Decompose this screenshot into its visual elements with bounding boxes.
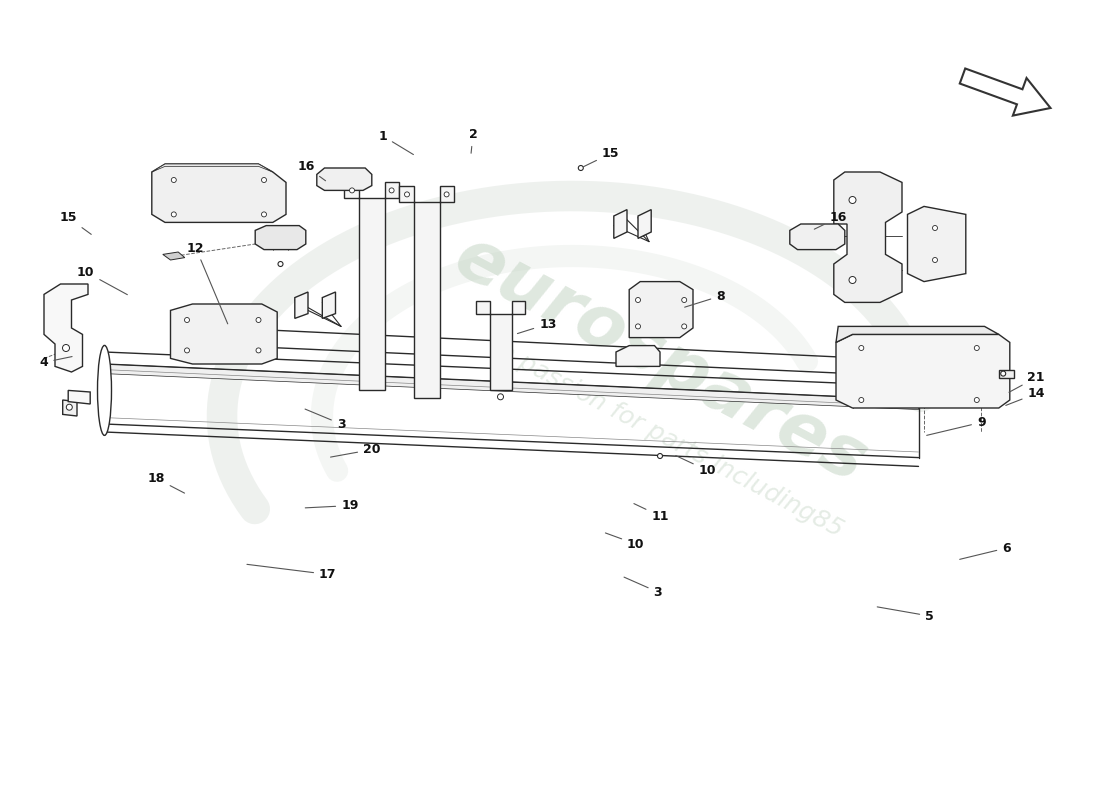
Ellipse shape [579, 166, 583, 170]
Ellipse shape [185, 318, 189, 322]
Text: 10: 10 [605, 533, 645, 550]
Ellipse shape [405, 192, 409, 197]
Ellipse shape [682, 324, 686, 329]
Ellipse shape [350, 188, 354, 193]
Text: 2: 2 [469, 128, 477, 154]
Text: 16: 16 [297, 160, 326, 181]
Polygon shape [63, 400, 77, 416]
Text: eurospares: eurospares [442, 222, 878, 498]
Polygon shape [163, 252, 185, 260]
Polygon shape [908, 206, 966, 282]
Text: 10: 10 [77, 266, 128, 294]
Ellipse shape [859, 398, 864, 402]
Text: 14: 14 [1005, 387, 1045, 406]
Text: 20: 20 [330, 443, 381, 457]
Ellipse shape [278, 262, 283, 266]
Ellipse shape [682, 298, 686, 302]
Ellipse shape [933, 226, 937, 230]
Text: 3: 3 [624, 577, 662, 598]
Polygon shape [629, 282, 693, 338]
Text: 3: 3 [305, 409, 345, 430]
Text: 6: 6 [959, 542, 1011, 559]
Polygon shape [616, 346, 660, 366]
Ellipse shape [849, 277, 856, 283]
Ellipse shape [185, 348, 189, 353]
Ellipse shape [262, 212, 266, 217]
Polygon shape [104, 364, 918, 410]
Polygon shape [322, 292, 335, 318]
Ellipse shape [66, 404, 73, 410]
Text: 13: 13 [517, 318, 557, 334]
Text: 10: 10 [675, 455, 716, 477]
Ellipse shape [636, 324, 640, 329]
Polygon shape [68, 390, 90, 404]
Ellipse shape [975, 398, 979, 402]
Ellipse shape [859, 346, 864, 350]
Text: 11: 11 [634, 503, 669, 522]
Ellipse shape [1001, 371, 1005, 376]
Polygon shape [836, 334, 1010, 408]
Polygon shape [152, 164, 286, 222]
Polygon shape [399, 186, 454, 398]
Ellipse shape [262, 178, 266, 182]
Ellipse shape [98, 346, 111, 435]
Text: 9: 9 [926, 416, 986, 435]
Text: 15: 15 [583, 147, 619, 166]
Ellipse shape [658, 454, 662, 458]
Text: 15: 15 [59, 211, 91, 234]
Text: a passion for parts including85: a passion for parts including85 [495, 338, 847, 542]
Polygon shape [255, 226, 306, 250]
Polygon shape [344, 182, 399, 390]
Ellipse shape [636, 298, 640, 302]
Ellipse shape [172, 178, 176, 182]
Text: 5: 5 [877, 607, 934, 622]
Polygon shape [317, 168, 372, 190]
Ellipse shape [256, 348, 261, 353]
Polygon shape [638, 210, 651, 238]
Text: 17: 17 [248, 564, 337, 581]
Polygon shape [790, 224, 845, 250]
Polygon shape [152, 164, 273, 172]
Polygon shape [44, 284, 88, 372]
Text: 19: 19 [306, 499, 359, 512]
Text: 12: 12 [187, 242, 228, 324]
Ellipse shape [849, 197, 856, 203]
Text: 4: 4 [40, 356, 73, 369]
Text: 16: 16 [814, 211, 847, 229]
Ellipse shape [444, 192, 449, 197]
Ellipse shape [933, 258, 937, 262]
Ellipse shape [172, 212, 176, 217]
Polygon shape [170, 304, 277, 364]
Polygon shape [614, 210, 627, 238]
Ellipse shape [497, 394, 504, 400]
Text: 21: 21 [1009, 371, 1045, 392]
Polygon shape [476, 301, 525, 390]
Polygon shape [834, 172, 902, 302]
Ellipse shape [975, 346, 979, 350]
Text: 18: 18 [147, 472, 185, 493]
Polygon shape [295, 292, 308, 318]
Polygon shape [999, 370, 1014, 378]
Polygon shape [836, 326, 999, 342]
Text: 1: 1 [378, 130, 414, 154]
Text: 8: 8 [684, 290, 725, 307]
Ellipse shape [63, 345, 69, 351]
Ellipse shape [256, 318, 261, 322]
Ellipse shape [389, 188, 394, 193]
